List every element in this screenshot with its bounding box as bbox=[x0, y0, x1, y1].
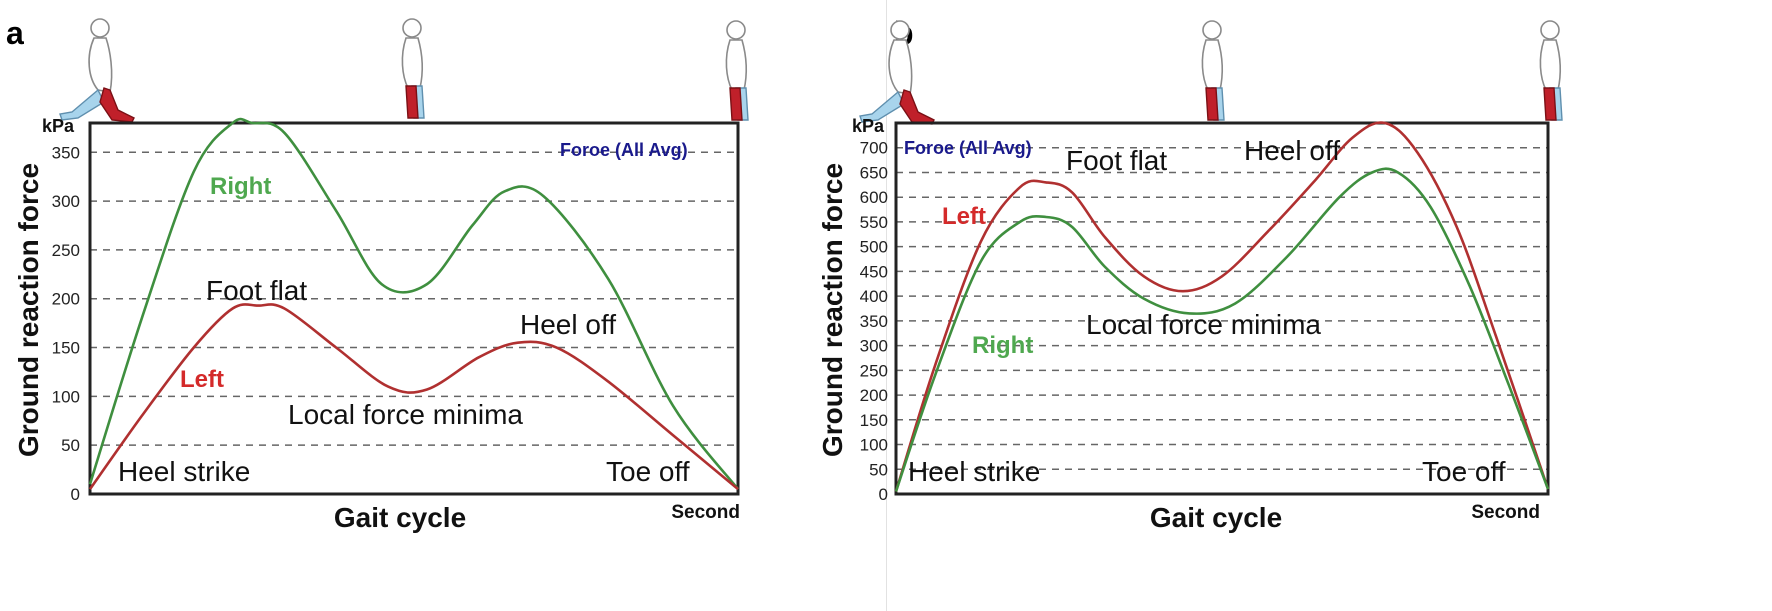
y-tick-label: 100 bbox=[860, 436, 888, 455]
annotation-heel-strike: Heel strike bbox=[118, 456, 250, 487]
series-right-line bbox=[894, 167, 1550, 492]
y-tick-label: 300 bbox=[860, 337, 888, 356]
y-tick-label: 300 bbox=[52, 192, 80, 211]
x-axis-label: Gait cycle bbox=[1150, 502, 1282, 533]
chart-b-svg: b kPa Ground reaction force 050100150200… bbox=[817, 15, 1563, 533]
standing-figure-icon bbox=[1201, 20, 1225, 121]
x-unit-label: Second bbox=[671, 502, 740, 523]
y-tick-label: 700 bbox=[860, 139, 888, 158]
panel-label: a bbox=[6, 15, 24, 51]
y-tick-label: 50 bbox=[869, 460, 888, 479]
annotation-heel-strike: Heel strike bbox=[908, 456, 1040, 487]
series-left-label: Left bbox=[942, 203, 986, 230]
standing-figure-icon bbox=[725, 20, 749, 121]
annotation-local-force-minima: Local force minima bbox=[288, 399, 523, 430]
y-tick-labels: 0 50 100 150 200 250 300 350 bbox=[52, 143, 80, 504]
y-tick-label: 650 bbox=[860, 163, 888, 182]
x-axis-label: Gait cycle bbox=[334, 502, 466, 533]
y-tick-label: 400 bbox=[860, 287, 888, 306]
y-tick-labels: 0 50 100 150 200 250 300 350 400 450 500 550 600 650 7… bbox=[860, 139, 888, 504]
y-tick-label: 100 bbox=[52, 387, 80, 406]
y-unit-label: kPa bbox=[42, 116, 75, 136]
series-left-label: Left bbox=[180, 366, 224, 393]
legend-label: Foroe (All Avg) bbox=[560, 140, 688, 160]
y-tick-label: 250 bbox=[860, 361, 888, 380]
annotation-heel-off: Heel off bbox=[520, 309, 616, 340]
chart-panel-a: a kPa Ground reaction force 0 50 100 150 200… bbox=[6, 15, 749, 533]
chart-panel-b: b kPa Ground reaction force 050100150200… bbox=[817, 0, 1772, 611]
y-tick-label: 500 bbox=[860, 238, 888, 257]
gridlines bbox=[90, 151, 738, 446]
annotation-toe-off: Toe off bbox=[606, 456, 690, 487]
y-tick-label: 0 bbox=[879, 485, 888, 504]
y-tick-label: 600 bbox=[860, 188, 888, 207]
walking-figure-icon bbox=[59, 18, 135, 123]
standing-figure-icon bbox=[1539, 20, 1563, 121]
y-tick-label: 150 bbox=[52, 339, 80, 358]
chart-a-svg: a kPa Ground reaction force 0 50 100 150 200… bbox=[6, 15, 749, 533]
y-tick-label: 350 bbox=[52, 143, 80, 162]
y-axis-label: Ground reaction force bbox=[817, 163, 848, 457]
plot-frame bbox=[88, 121, 740, 496]
y-tick-label: 150 bbox=[860, 411, 888, 430]
series-right-label: Right bbox=[972, 332, 1033, 359]
series-right-line bbox=[88, 117, 740, 490]
y-tick-label: 200 bbox=[860, 386, 888, 405]
y-tick-label: 50 bbox=[61, 436, 80, 455]
standing-figure-icon bbox=[401, 18, 425, 119]
annotation-foot-flat: Foot flat bbox=[206, 275, 307, 306]
series-left-line bbox=[894, 121, 1550, 492]
y-tick-label: 0 bbox=[71, 485, 80, 504]
annotation-heel-off: Heel off bbox=[1244, 135, 1340, 166]
series-left-line bbox=[88, 303, 739, 491]
y-tick-label: 200 bbox=[52, 290, 80, 309]
y-tick-label: 250 bbox=[52, 241, 80, 260]
y-tick-label: 450 bbox=[860, 262, 888, 281]
y-axis-label: Ground reaction force bbox=[13, 163, 44, 457]
y-unit-label: kPa bbox=[852, 116, 885, 136]
annotation-foot-flat: Foot flat bbox=[1066, 145, 1167, 176]
y-tick-label: 350 bbox=[860, 312, 888, 331]
x-unit-label: Second bbox=[1471, 502, 1540, 523]
panel-divider bbox=[886, 0, 887, 611]
legend-label: Foroe (All Avg) bbox=[904, 138, 1032, 158]
plot-frame bbox=[894, 121, 1550, 496]
gridlines bbox=[896, 146, 1548, 471]
annotation-local-force-minima: Local force minima bbox=[1086, 309, 1321, 340]
series-right-label: Right bbox=[210, 173, 271, 200]
y-tick-label: 550 bbox=[860, 213, 888, 232]
annotation-toe-off: Toe off bbox=[1422, 456, 1506, 487]
